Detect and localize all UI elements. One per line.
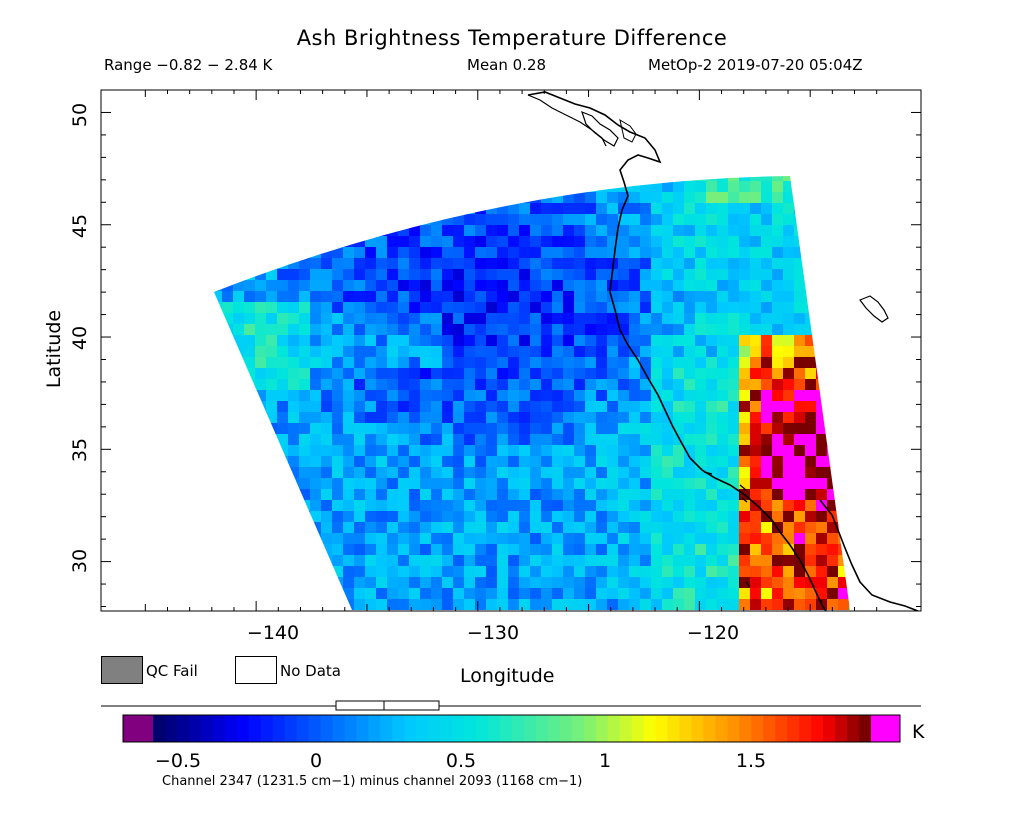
x-tick-label: −120 — [686, 622, 740, 644]
y-tick-label: 45 — [69, 213, 91, 239]
colorbar-tick-label: 1 — [598, 750, 612, 772]
y-tick-label: 50 — [69, 102, 91, 128]
colorbar-tick-label: 1.5 — [735, 750, 767, 772]
mean-text: Mean 0.28 — [467, 56, 547, 74]
x-tick-label: −130 — [466, 622, 520, 644]
colorbar-tick-label: 0.5 — [445, 750, 477, 772]
y-tick-label: 40 — [69, 325, 91, 351]
y-axis-label: Latitude — [43, 309, 65, 389]
channel-caption: Channel 2347 (1231.5 cm−1) minus channel… — [162, 774, 583, 789]
coastline — [527, 91, 919, 611]
range-text: Range −0.82 − 2.84 K — [104, 56, 273, 74]
x-axis-label: Longitude — [460, 665, 555, 687]
colorbar-tick-label: 0 — [309, 750, 323, 772]
range-marker — [383, 700, 440, 711]
y-tick-label: 35 — [69, 437, 91, 463]
map-title: Ash Brightness Temperature Difference — [296, 26, 728, 50]
no-data-swatch — [235, 656, 277, 684]
colorbar-under-swatch — [123, 715, 153, 742]
axis-ticks — [101, 89, 921, 611]
x-tick-label: −140 — [246, 622, 300, 644]
no-data-label: No Data — [280, 662, 341, 680]
y-tick-label: 30 — [69, 548, 91, 574]
colorbar-unit: K — [912, 721, 925, 743]
qc-fail-label: QC Fail — [146, 662, 198, 680]
colorbar-over-swatch — [871, 715, 900, 742]
map-panel — [100, 89, 922, 612]
range-marker — [335, 700, 385, 711]
colorbar-tick-label: −0.5 — [154, 750, 202, 772]
map-frame — [100, 89, 922, 612]
satellite-timestamp: MetOp-2 2019-07-20 05:04Z — [648, 56, 863, 74]
satellite-swath — [214, 176, 850, 610]
qc-fail-swatch — [101, 656, 143, 684]
